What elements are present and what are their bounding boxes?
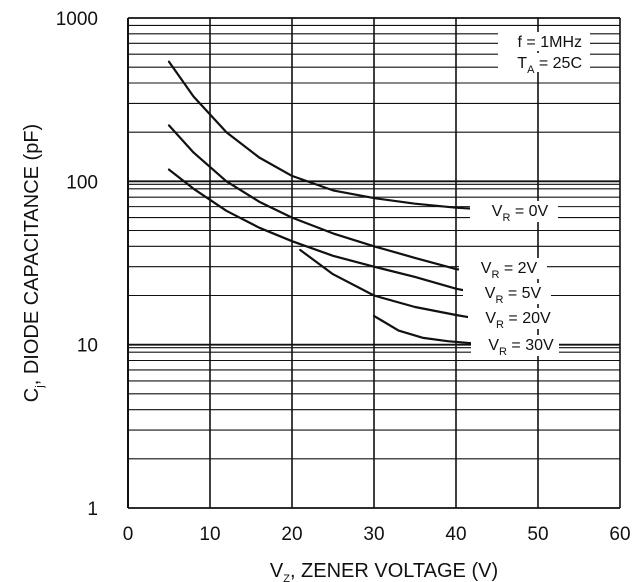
condition-bg (498, 53, 590, 72)
series-label-bg (468, 308, 556, 329)
x-tick-label: 40 (445, 524, 466, 545)
series-line (167, 60, 474, 210)
y-tick-label: 100 (66, 172, 98, 193)
x-tick-label: 10 (199, 524, 220, 545)
series-line (167, 168, 474, 294)
series-label: VR = 20V (485, 310, 551, 331)
labels: 0 10 20 30 40 50 60 1 10 100 1000 VZ, ZENER VOLTAGE… (21, 9, 631, 582)
series-label-bg (470, 201, 558, 222)
series-label-bg (459, 258, 547, 279)
series-label-bg (463, 283, 551, 304)
series-label: VR = 2V (481, 260, 538, 281)
series-label-bg (471, 335, 559, 356)
y-tick-label: 1 (87, 499, 98, 520)
x-tick-label: 50 (527, 524, 548, 545)
y-tick-label: 10 (77, 336, 98, 357)
series-line (167, 124, 474, 273)
series-line (372, 314, 474, 345)
condition-label: f = 1MHz (518, 34, 582, 51)
x-tick-label: 0 (123, 524, 134, 545)
condition-label: TA = 25C (517, 55, 582, 76)
y-tick-label: 1000 (56, 9, 98, 30)
series-label: VR = 0V (492, 203, 549, 224)
y-axis-title: Cj, DIODE CAPACITANCE (pF) (21, 124, 46, 402)
condition-bg (498, 32, 590, 51)
x-tick-label: 60 (609, 524, 630, 545)
series-label: VR = 5V (485, 285, 542, 306)
curves (167, 60, 474, 345)
x-tick-label: 20 (281, 524, 302, 545)
x-axis-title: VZ, ZENER VOLTAGE (V) (270, 560, 498, 582)
x-tick-label: 30 (363, 524, 384, 545)
series-label: VR = 30V (488, 337, 554, 358)
series-line (299, 248, 474, 319)
